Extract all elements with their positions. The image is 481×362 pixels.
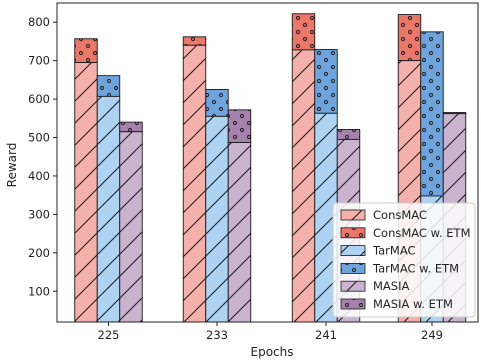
bar-base-hatch-tarmac-225 (96, 95, 121, 323)
x-tick-label-225: 225 (98, 328, 120, 342)
axes-layer: 100 200 300 400 500 600 700 800 225 233 241 249 (28, 2, 479, 342)
bar-base-hatch-masia-225 (119, 131, 143, 323)
bar-base-hatch-consmac-225 (74, 62, 98, 323)
bar-etm-dots-consmac-233 (182, 36, 207, 46)
legend-swatch-1 (340, 227, 366, 239)
x-tick-label-241: 241 (315, 328, 337, 342)
y-axis-label: Reward (5, 143, 19, 188)
y-tick-label-100: 100 (28, 284, 50, 298)
bar-etm-dots-consmac-241 (291, 13, 316, 51)
y-tick-label-400: 400 (28, 169, 50, 183)
x-tick-label-233: 233 (206, 328, 228, 342)
bar-etm-dots-consmac-249 (397, 14, 422, 62)
legend-swatch-3 (340, 262, 366, 274)
legend-label-3: TarMAC w. ETM (372, 261, 459, 275)
legend-label-5: MASIA w. ETM (373, 297, 453, 311)
legend-label-2: TarMAC (372, 244, 416, 258)
bar-etm-dots-masia-225 (119, 121, 143, 133)
legend-label-4: MASIA (373, 279, 409, 293)
bar-base-hatch-masia-233 (227, 142, 252, 323)
bar-base-hatch-tarmac-233 (205, 115, 229, 323)
y-tick-label-600: 600 (28, 92, 50, 106)
legend-label-0: ConsMAC (373, 208, 427, 222)
legend-swatch-0 (340, 209, 366, 221)
y-tick-label-700: 700 (28, 54, 50, 68)
legend-swatch-5 (340, 298, 366, 310)
legend-label-1: ConsMAC w. ETM (373, 226, 471, 240)
bar-base-hatch-consmac-241 (291, 49, 316, 323)
bar-etm-dots-masia-241 (336, 128, 361, 140)
bar-etm-dots-tarmac-241 (314, 49, 338, 114)
bar-etm-dots-tarmac-249 (420, 31, 444, 197)
x-axis-label: Epochs (251, 345, 294, 359)
legend-swatch-4 (340, 280, 366, 292)
y-tick-label-800: 800 (28, 15, 50, 29)
bar-etm-dots-tarmac-225 (96, 75, 121, 97)
y-tick-label-200: 200 (28, 246, 50, 260)
legend: ConsMAC ConsMAC w. ETM TarMAC TarMAC w. ETM… (332, 202, 476, 318)
bar-etm-dots-consmac-225 (74, 38, 98, 64)
legend-box (332, 202, 476, 318)
bar-etm-dots-tarmac-233 (205, 89, 229, 117)
plot-frame (56, 2, 479, 323)
bar-base-hatch-consmac-233 (182, 44, 207, 323)
y-tick-label-300: 300 (28, 207, 50, 221)
legend-swatch-2 (340, 245, 366, 257)
bar-etm-dots-masia-233 (227, 109, 252, 143)
y-tick-label-500: 500 (28, 131, 50, 145)
x-tick-label-249: 249 (421, 328, 443, 342)
